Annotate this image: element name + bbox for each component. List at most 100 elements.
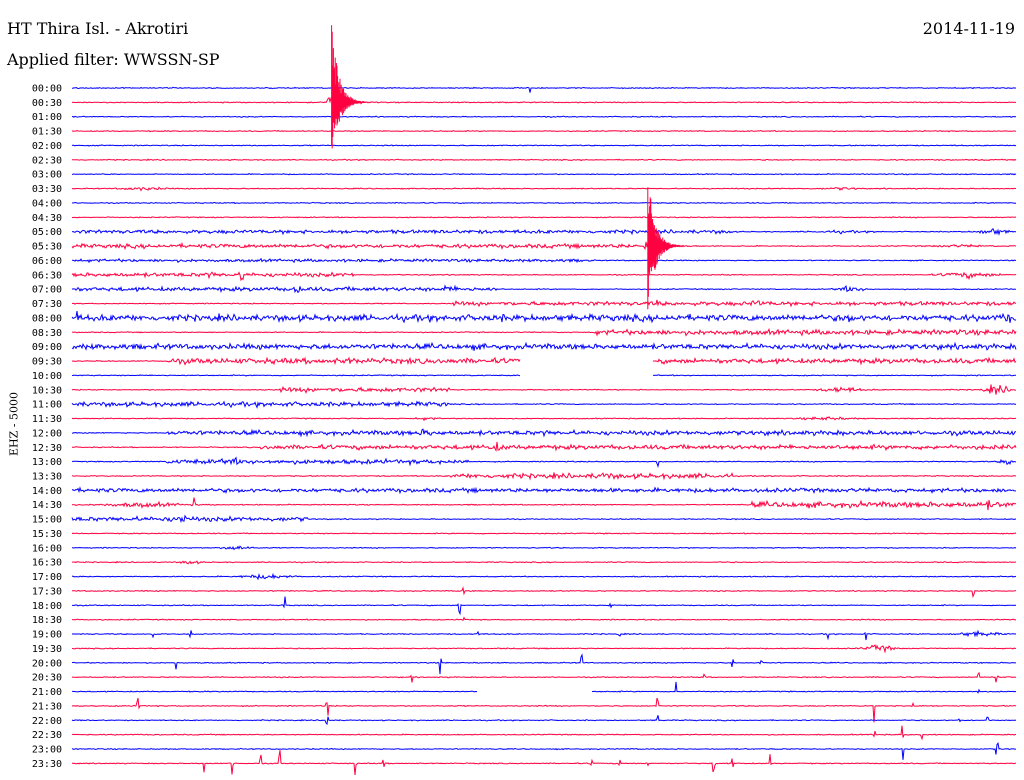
- trace-line: [71, 271, 1017, 282]
- time-tick-label: 12:30: [32, 443, 62, 454]
- trace-line: [71, 497, 1017, 511]
- trace-line: [71, 586, 1017, 599]
- time-tick-label: 17:30: [32, 586, 62, 597]
- trace-line: [71, 96, 1017, 107]
- time-tick-label: 00:00: [32, 84, 62, 95]
- trace-line: [71, 327, 1017, 337]
- filter-label: Applied filter: WWSSN-SP: [7, 50, 220, 69]
- trace-line: [71, 341, 1017, 352]
- time-tick-label: 06:30: [32, 270, 62, 281]
- trace-line: [71, 115, 1017, 118]
- time-tick-label: 15:30: [32, 529, 62, 540]
- trace-line: [71, 416, 1017, 422]
- trace-line: [71, 653, 1016, 675]
- trace-line: [72, 725, 1016, 741]
- time-tick-label: 02:30: [32, 155, 62, 166]
- time-tick-label: 20:30: [32, 673, 62, 684]
- trace-line: [71, 697, 1017, 723]
- earthquake-event: [647, 187, 684, 310]
- trace-line: [71, 671, 1017, 683]
- trace-line: [71, 240, 1017, 253]
- trace-line: [71, 644, 1016, 654]
- time-tick-label: 02:00: [32, 141, 62, 152]
- time-tick-label: 08:00: [32, 313, 62, 324]
- trace-line: [72, 158, 1017, 162]
- time-tick-label: 01:30: [32, 127, 62, 138]
- time-tick-label: 20:00: [32, 658, 62, 669]
- time-tick-label: 00:30: [32, 98, 62, 109]
- time-tick-label: 08:30: [32, 328, 62, 339]
- trace-line: [71, 400, 1017, 409]
- time-tick-label: 09:00: [32, 342, 62, 353]
- time-tick-label: 07:30: [32, 299, 62, 310]
- time-tick-label: 19:30: [32, 644, 62, 655]
- trace-line: [71, 560, 1017, 565]
- time-tick-label: 04:00: [32, 198, 62, 209]
- trace-line: [71, 441, 1017, 452]
- time-tick-label: 16:00: [32, 543, 62, 554]
- trace-line: [71, 742, 1017, 760]
- time-tick-label: 18:30: [32, 615, 62, 626]
- trace-line: [71, 750, 1016, 775]
- trace-line: [71, 228, 1016, 236]
- trace-line: [71, 356, 1017, 366]
- time-tick-label: 07:00: [32, 285, 62, 296]
- trace-line: [71, 144, 1017, 147]
- time-tick-label: 19:00: [32, 630, 62, 641]
- time-tick-label: 12:00: [32, 428, 62, 439]
- trace-line: [71, 201, 1017, 205]
- date-label: 2014-11-19: [922, 19, 1015, 38]
- time-tick-label: 14:00: [32, 486, 62, 497]
- time-tick-label: 23:00: [32, 745, 62, 756]
- trace-line: [71, 472, 1017, 481]
- time-tick-label: 03:00: [32, 170, 62, 181]
- time-tick-label: 01:00: [32, 112, 62, 123]
- trace-line: [71, 456, 1017, 468]
- time-tick-label: 18:00: [32, 601, 62, 612]
- trace-line: [71, 299, 1017, 308]
- time-tick-label: 05:30: [32, 242, 62, 253]
- trace-line: [71, 486, 1016, 495]
- trace-line: [71, 311, 1017, 324]
- time-tick-label: 13:30: [32, 471, 62, 482]
- time-tick-label: 22:30: [32, 730, 62, 741]
- time-tick-label: 17:00: [32, 572, 62, 583]
- trace-line: [71, 384, 1017, 395]
- time-tick-label: 21:00: [32, 687, 62, 698]
- trace-line: [71, 428, 1016, 438]
- trace-line: [72, 545, 1017, 551]
- trace-line: [71, 616, 1017, 622]
- trace-line: [71, 216, 1017, 219]
- trace-line: [71, 715, 1017, 726]
- time-tick-label: 14:30: [32, 500, 62, 511]
- time-tick-label: 03:30: [32, 184, 62, 195]
- trace-line: [72, 596, 1017, 616]
- trace-line: [71, 173, 1017, 176]
- time-tick-label: 10:30: [32, 385, 62, 396]
- trace-line: [71, 572, 1017, 581]
- trace-line: [72, 257, 1017, 264]
- time-tick-label: 16:30: [32, 558, 62, 569]
- time-tick-label: 11:30: [32, 414, 62, 425]
- earthquake-event: [331, 25, 368, 149]
- trace-line: [71, 532, 1017, 535]
- trace-line: [72, 86, 1017, 93]
- time-tick-label: 22:00: [32, 716, 62, 727]
- time-tick-label: 11:00: [32, 400, 62, 411]
- trace-line: [71, 284, 1017, 294]
- trace-line: [71, 681, 1017, 694]
- time-tick-label: 15:00: [32, 515, 62, 526]
- time-tick-label: 23:30: [32, 759, 62, 770]
- trace-line: [71, 186, 1017, 192]
- trace-line: [71, 129, 1017, 133]
- time-tick-label: 05:00: [32, 227, 62, 238]
- trace-line: [71, 629, 1017, 641]
- trace-line: [71, 514, 1017, 524]
- time-tick-label: 09:30: [32, 357, 62, 368]
- time-tick-label: 06:00: [32, 256, 62, 267]
- trace-line: [71, 374, 1016, 377]
- time-tick-label: 13:00: [32, 457, 62, 468]
- station-title: HT Thira Isl. - Akrotiri: [7, 19, 189, 38]
- time-tick-label: 21:30: [32, 701, 62, 712]
